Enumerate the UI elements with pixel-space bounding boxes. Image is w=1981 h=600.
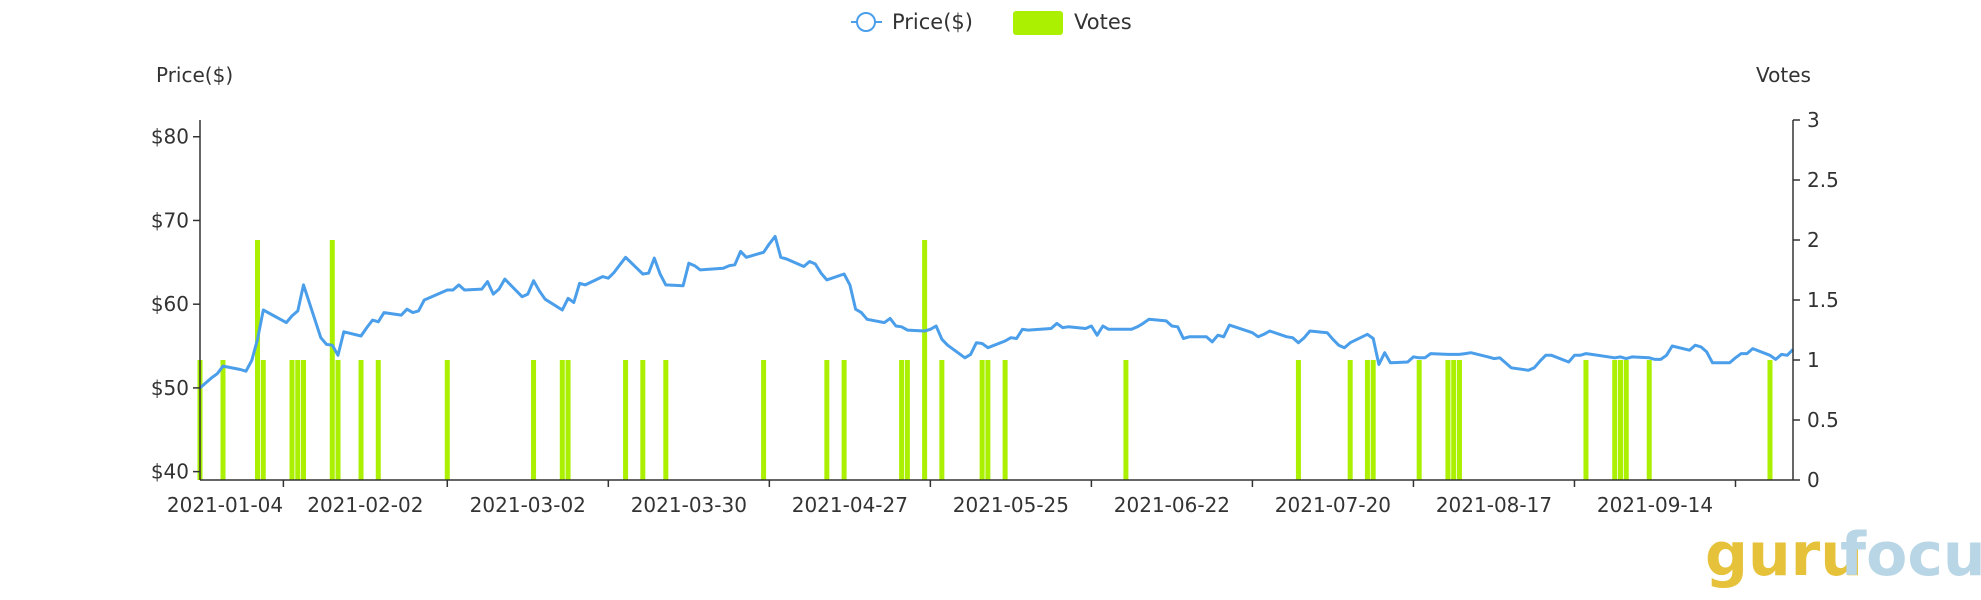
votes-bar — [255, 240, 261, 480]
votes-bar — [444, 360, 450, 480]
x-tick-label: 2021-04-27 — [792, 493, 908, 517]
votes-bar — [899, 360, 905, 480]
x-tick-label: 2021-08-17 — [1436, 493, 1552, 517]
left-tick-label: $50 — [151, 376, 189, 400]
votes-bar — [1416, 360, 1422, 480]
votes-bars — [197, 240, 1773, 480]
price-line-layer — [199, 234, 1795, 390]
votes-bar — [1295, 360, 1301, 480]
votes-bar — [301, 360, 307, 480]
right-tick-label: 0 — [1807, 468, 1820, 492]
watermark-guru-text: guru — [1705, 520, 1863, 590]
right-tick-label: 3 — [1807, 108, 1820, 132]
x-tick-label: 2021-05-25 — [953, 493, 1069, 517]
votes-bar — [1612, 360, 1618, 480]
right-tick-label: 1.5 — [1807, 288, 1839, 312]
left-tick-label: $60 — [151, 292, 189, 316]
votes-bar — [623, 360, 629, 480]
legend-votes-swatch-icon — [1013, 11, 1063, 35]
price-line — [199, 234, 1795, 390]
votes-bar — [824, 360, 830, 480]
votes-bar — [358, 360, 364, 480]
votes-bar — [565, 360, 571, 480]
votes-bar — [841, 360, 847, 480]
votes-bar — [1623, 360, 1629, 480]
gurufocus-watermark-logo: guru focus — [1705, 520, 1981, 590]
legend-votes-label: Votes — [1074, 10, 1132, 34]
votes-bar — [640, 360, 646, 480]
votes-bar — [1347, 360, 1353, 480]
votes-bar — [922, 240, 928, 480]
votes-bar — [559, 360, 565, 480]
votes-bar — [904, 360, 910, 480]
watermark-focus-text: focus — [1840, 520, 1981, 590]
votes-bar — [375, 360, 381, 480]
votes-bar — [335, 360, 341, 480]
votes-bar — [295, 360, 301, 480]
x-tick-label: 2021-02-02 — [307, 493, 423, 517]
votes-bar — [1370, 360, 1376, 480]
votes-bar — [289, 360, 295, 480]
votes-bar — [1617, 360, 1623, 480]
right-axis-title: Votes — [1756, 63, 1811, 87]
votes-bar — [531, 360, 537, 480]
votes-bar — [260, 360, 266, 480]
left-tick-label: $70 — [151, 208, 189, 232]
votes-bar — [329, 240, 335, 480]
x-tick-label: 2021-03-30 — [631, 493, 747, 517]
legend[interactable]: Price($) Votes — [851, 10, 1132, 35]
x-tick-label: 2021-03-02 — [470, 493, 586, 517]
votes-bar — [663, 360, 669, 480]
votes-bar — [220, 360, 226, 480]
votes-bar — [1002, 360, 1008, 480]
right-tick-label: 0.5 — [1807, 408, 1839, 432]
votes-bar — [985, 360, 991, 480]
votes-bar — [1364, 360, 1370, 480]
votes-bar — [1123, 360, 1129, 480]
right-tick-label: 2 — [1807, 228, 1820, 252]
legend-item-votes[interactable]: Votes — [1013, 10, 1132, 35]
right-tick-label: 1 — [1807, 348, 1820, 372]
x-tick-label: 2021-07-20 — [1275, 493, 1391, 517]
votes-bar — [1451, 360, 1457, 480]
x-tick-label: 2021-09-14 — [1597, 493, 1713, 517]
votes-bar — [939, 360, 945, 480]
votes-bar — [1456, 360, 1462, 480]
x-tick-label: 2021-06-22 — [1114, 493, 1230, 517]
legend-price-label: Price($) — [892, 10, 973, 34]
votes-bar — [1583, 360, 1589, 480]
votes-bar — [761, 360, 767, 480]
votes-bar — [1646, 360, 1652, 480]
left-tick-label: $80 — [151, 125, 189, 149]
left-tick-label: $40 — [151, 460, 189, 484]
votes-bar — [1445, 360, 1451, 480]
votes-bar — [979, 360, 985, 480]
legend-item-price[interactable]: Price($) — [851, 10, 973, 34]
x-tick-label: 2021-01-04 — [167, 493, 283, 517]
left-axis-title: Price($) — [156, 63, 233, 87]
legend-price-circle-icon — [856, 12, 876, 32]
axes: $40 $50 $60 $70 $80 0 0.5 1 1.5 2 2.5 3 2021-01-04 20… — [151, 108, 1839, 517]
right-tick-label: 2.5 — [1807, 168, 1839, 192]
votes-bar — [1767, 360, 1773, 480]
